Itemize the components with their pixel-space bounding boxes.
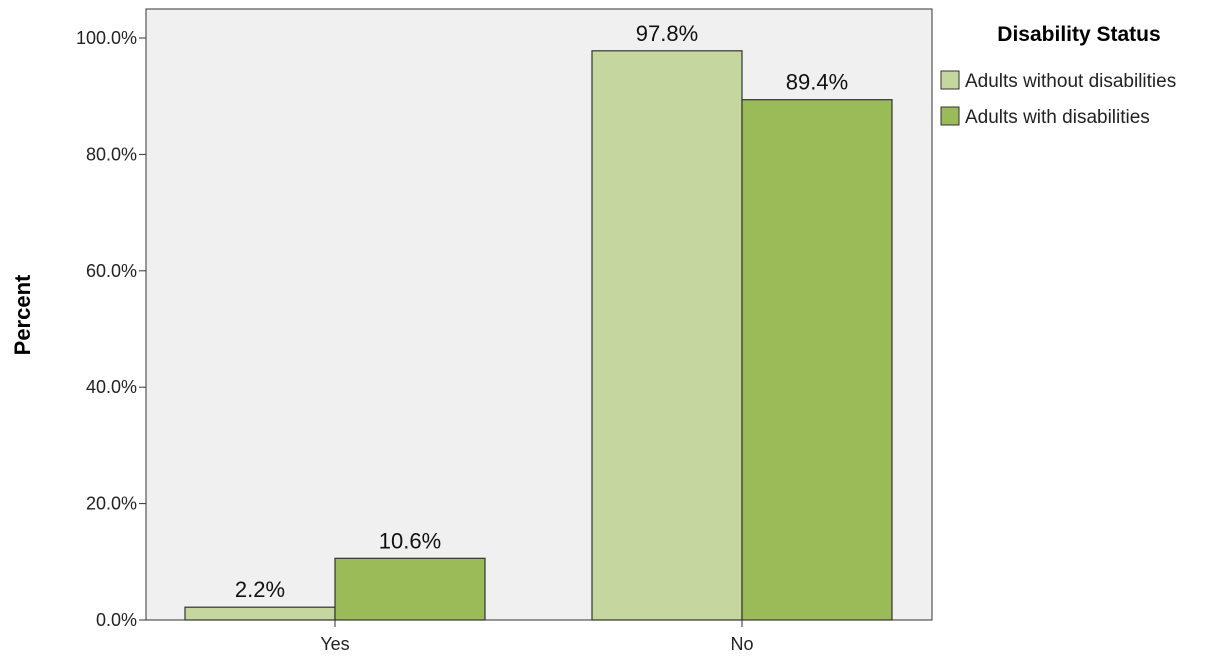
- y-axis-title: Percent: [10, 274, 35, 355]
- bars: [184, 50, 893, 621]
- legend-swatch: [940, 70, 960, 90]
- data-label: 89.4%: [786, 70, 848, 95]
- y-axis: 0.0% 20.0% 40.0% 60.0% 80.0% 100.0%: [76, 28, 146, 630]
- data-label: 2.2%: [235, 577, 285, 602]
- data-label: 97.8%: [636, 21, 698, 46]
- y-tick-label: 100.0%: [76, 28, 137, 48]
- x-tick-label: No: [730, 634, 753, 654]
- legend-label: Adults without disabilities: [965, 71, 1176, 92]
- data-labels: 2.2% 10.6% 97.8% 89.4%: [235, 21, 848, 602]
- y-tick-label: 60.0%: [86, 261, 137, 281]
- legend-label: Adults with disabilities: [965, 107, 1150, 128]
- data-label: 10.6%: [379, 528, 441, 553]
- y-tick-label: 0.0%: [96, 610, 137, 630]
- bar: [741, 99, 893, 621]
- legend: Disability Status Adults without disabil…: [940, 23, 1176, 128]
- bar: [591, 50, 743, 621]
- x-tick-label: Yes: [320, 634, 349, 654]
- y-tick-label: 20.0%: [86, 494, 137, 514]
- y-tick-label: 40.0%: [86, 377, 137, 397]
- x-axis: Yes No: [320, 620, 754, 654]
- bar: [334, 557, 486, 621]
- y-tick-label: 80.0%: [86, 144, 137, 164]
- bar: [184, 606, 336, 621]
- legend-swatch: [940, 106, 960, 126]
- legend-title: Disability Status: [997, 23, 1160, 46]
